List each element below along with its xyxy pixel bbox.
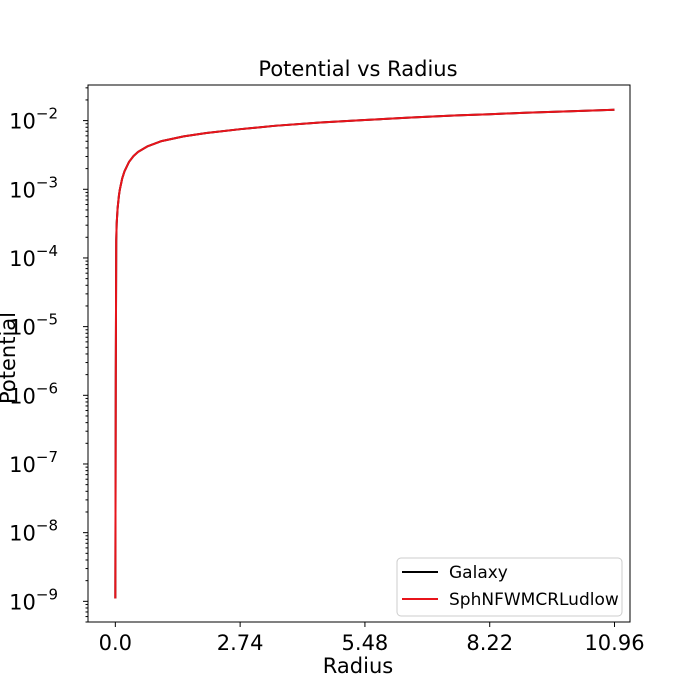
y-tick-label: 10−2: [9, 105, 58, 134]
plot-area: 0.0 2.74 5.48 8.22 10.96 10−910−810−710−610−…: [9, 84, 645, 655]
y-tick-label: 10−9: [9, 585, 58, 614]
series-layer: [114, 108, 615, 599]
y-tick-label: 10−6: [9, 379, 58, 408]
legend-label-galaxy: Galaxy: [449, 563, 508, 583]
x-axis: 0.0 2.74 5.48 8.22 10.96: [99, 622, 645, 655]
x-tick-label: 8.22: [466, 631, 513, 655]
legend-label-sphnfw: SphNFWMCRLudlow: [449, 590, 619, 610]
x-tick-label: 2.74: [217, 631, 264, 655]
y-tick-label: 10−8: [9, 517, 58, 546]
series-line-galaxy: [114, 108, 615, 599]
x-axis-label: Radius: [323, 654, 393, 678]
chart-title: Potential vs Radius: [258, 57, 457, 81]
y-tick-label: 10−5: [9, 311, 58, 340]
legend: Galaxy SphNFWMCRLudlow: [396, 557, 623, 617]
x-tick-label: 10.96: [584, 631, 644, 655]
x-tick-label: 5.48: [342, 631, 389, 655]
y-tick-label: 10−3: [9, 173, 58, 202]
y-axis: 10−9 10−8 10−7 10−6 10−5 10−4 10−3 10−2: [9, 87, 88, 623]
x-tick-label: 0.0: [99, 631, 132, 655]
y-axis-label: Potential: [0, 312, 20, 404]
series-line-sphnfwmcrludlow: [114, 108, 615, 599]
legend-frame: [396, 557, 623, 617]
y-tick-label: 10−7: [9, 448, 58, 477]
plot-frame: [87, 84, 631, 623]
y-tick-label: 10−4: [9, 242, 58, 271]
